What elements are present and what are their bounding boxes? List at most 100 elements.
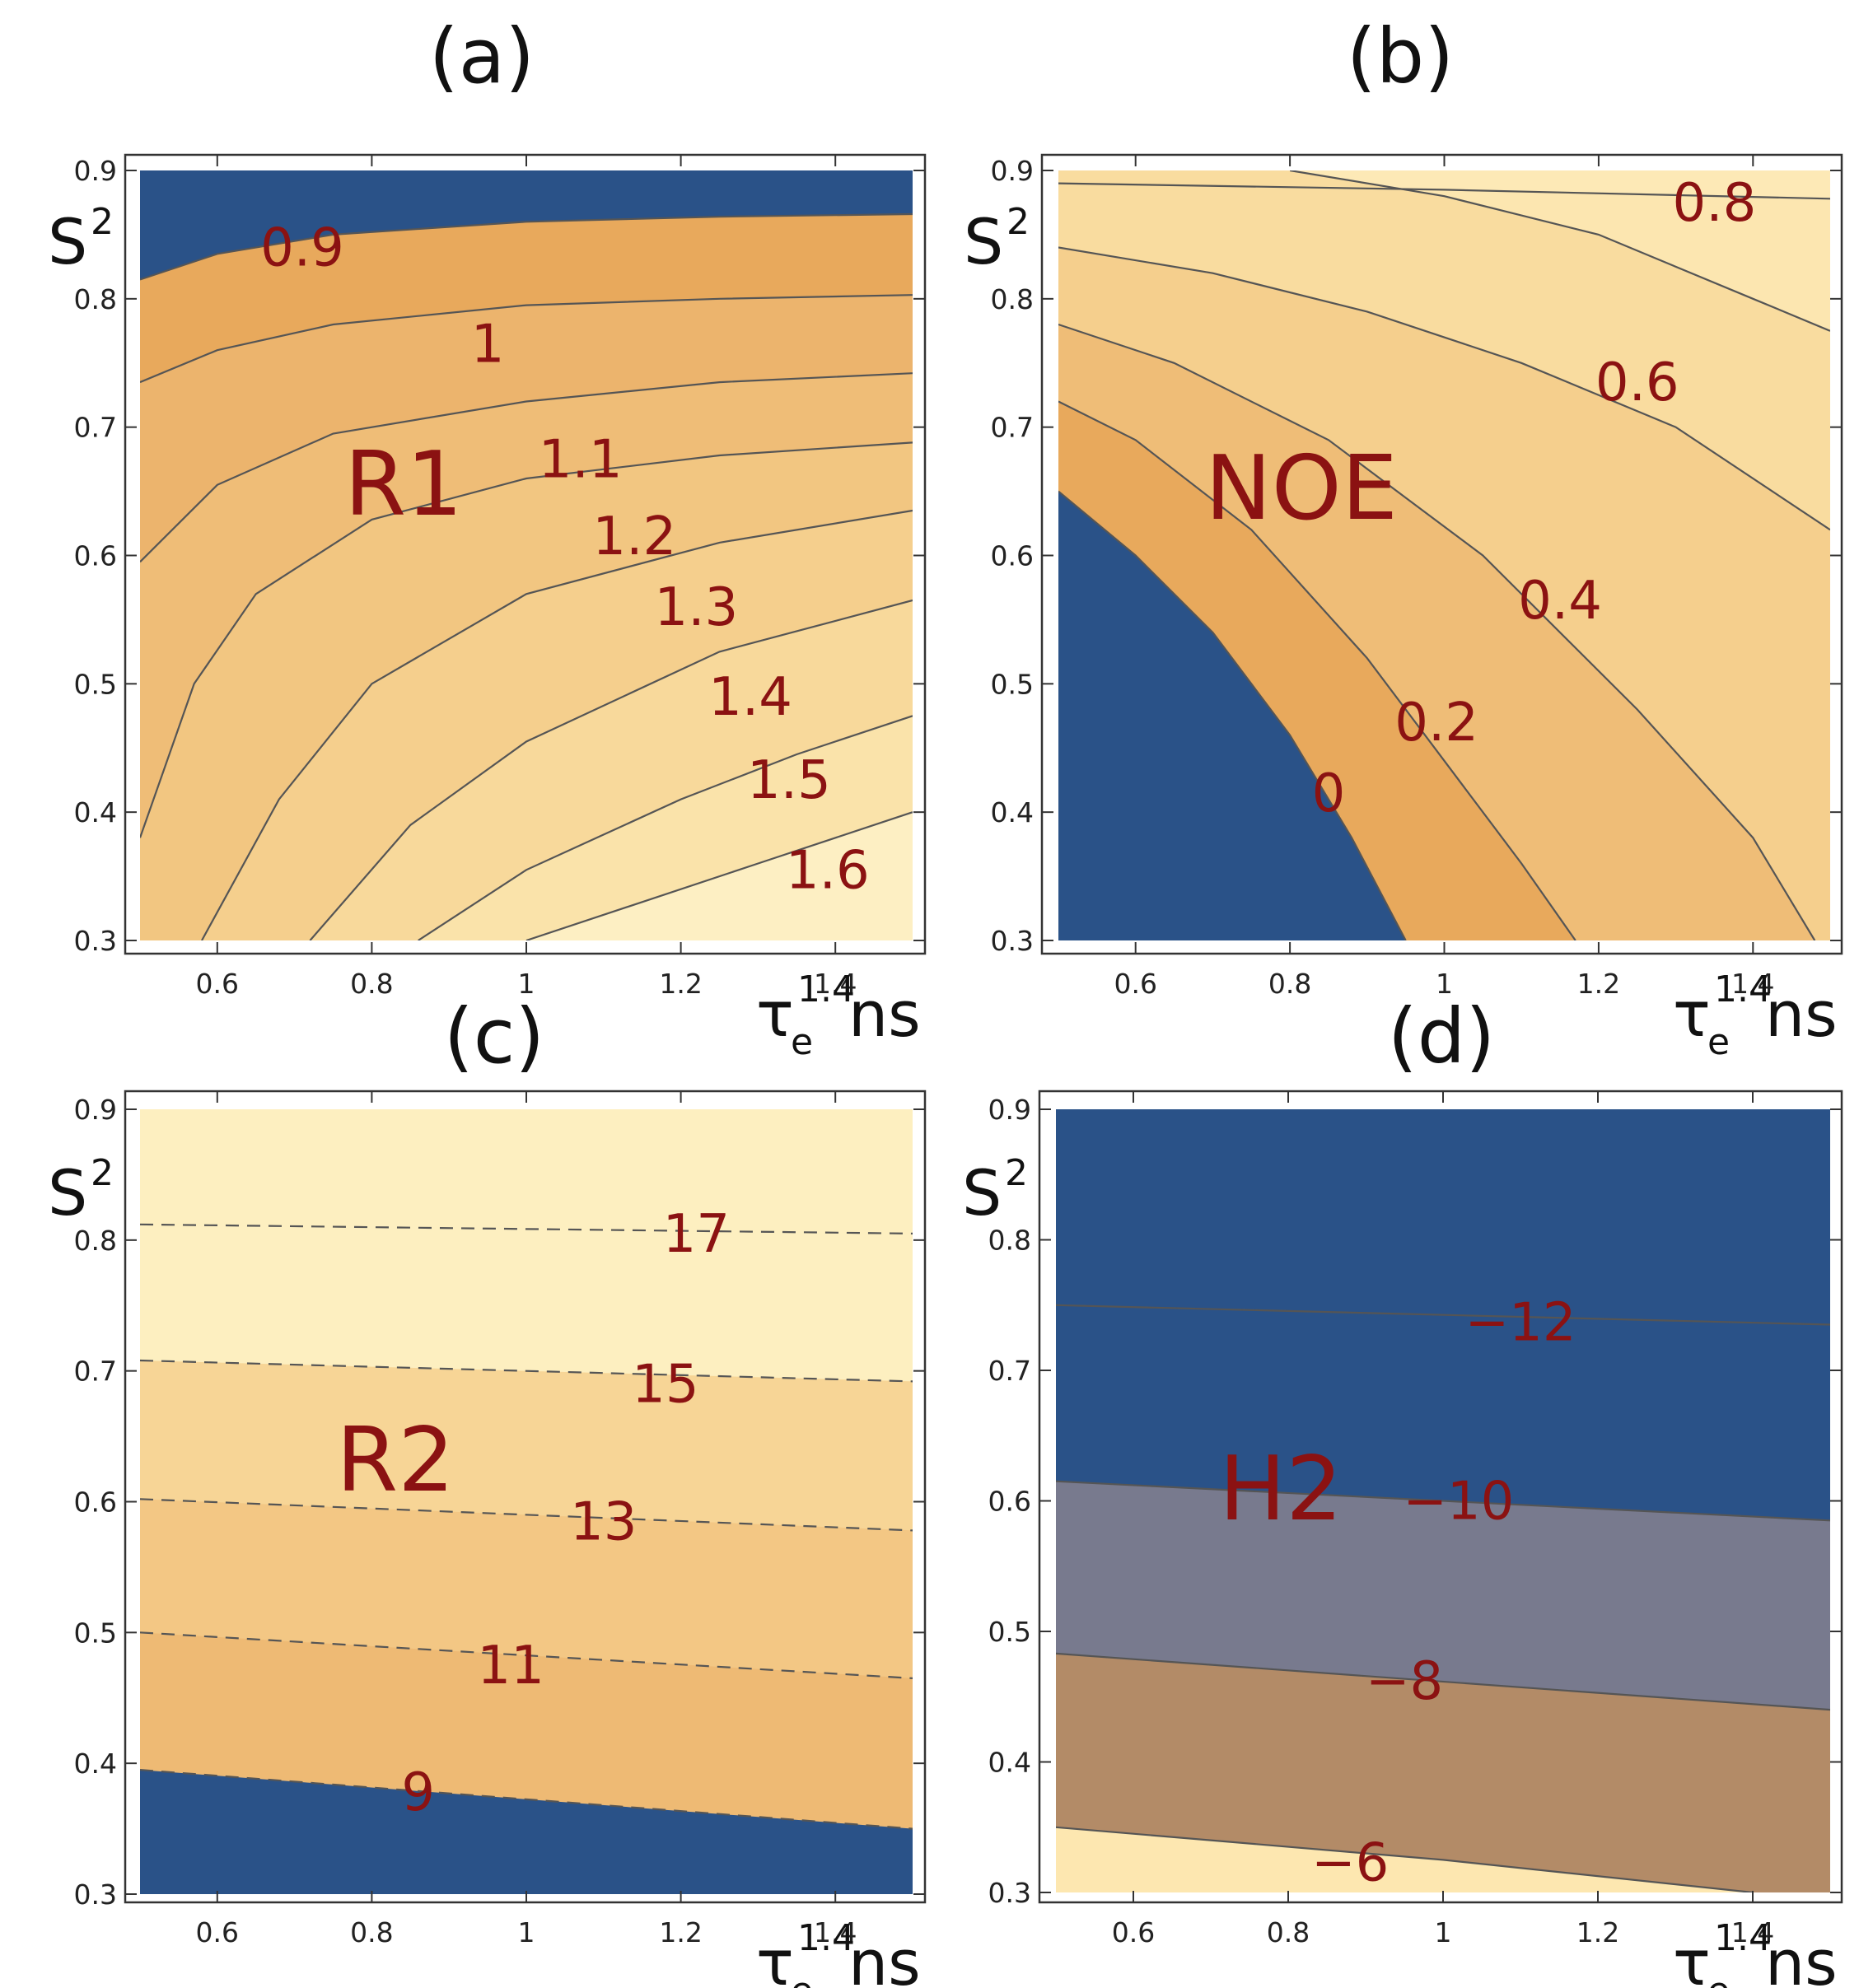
x-tick-label: 0.8 xyxy=(1267,1916,1310,1948)
x-axis-label-sub: e xyxy=(791,1021,813,1063)
panel-title: H2 xyxy=(1219,1438,1343,1541)
panel-letter: (a) xyxy=(429,12,535,100)
x-tick-label: 1.2 xyxy=(659,968,702,1000)
x-axis-label: τ xyxy=(1673,978,1711,1051)
contour-fills xyxy=(140,1109,913,1894)
x-tick-label: 0.8 xyxy=(350,968,393,1000)
contour-label: 1.5 xyxy=(747,750,831,811)
contour-line xyxy=(1056,1826,1754,1892)
contour-line xyxy=(1056,1304,1830,1326)
panel-title: R2 xyxy=(336,1409,455,1512)
contour-line xyxy=(418,715,913,940)
y-tick-label: 0.5 xyxy=(74,1617,117,1649)
contour-label: 9 xyxy=(401,1762,435,1823)
plot-frame xyxy=(1038,1090,1843,1904)
y-tick-label: 0.5 xyxy=(74,668,117,700)
x-tick-label: 1.2 xyxy=(1577,968,1620,1000)
contour-label: 15 xyxy=(632,1355,698,1416)
contour-lines xyxy=(1056,1304,1830,1892)
y-tick-label: 0.7 xyxy=(988,1355,1031,1387)
x-tick-label: 1.4 xyxy=(1731,1916,1774,1948)
x-tick-label: 1 xyxy=(1436,968,1453,1000)
y-tick-label: 0.8 xyxy=(74,283,117,315)
y-tick-label: 0.8 xyxy=(991,283,1034,315)
y-axis-label: S xyxy=(964,205,1003,278)
y-axis-label: S xyxy=(48,205,87,278)
y-tick-label: 0.6 xyxy=(988,1486,1031,1518)
contour-line xyxy=(140,294,913,384)
panel-d: 0.3 0.4 0.5 0.6 0.7 0.8 0.9 0.6 0.8 1 1.2 1.4 −6 −8 −1… xyxy=(962,992,1843,1988)
x-axis-unit: ns xyxy=(848,1926,921,1988)
x-axis-label-sub: e xyxy=(1707,1970,1730,1988)
contour-line xyxy=(140,212,913,281)
contour-label: 0.9 xyxy=(260,218,344,279)
contour-label: −10 xyxy=(1403,1472,1514,1533)
y-axis-label-sup: 2 xyxy=(1007,201,1030,243)
y-tick-label: 0.9 xyxy=(74,155,117,187)
contour-line xyxy=(140,441,913,838)
panel-a: 0.3 0.4 0.5 0.6 0.7 0.8 0.9 0.6 0.8 1 1.2 1.4 0.9 1 1.… xyxy=(48,12,927,1063)
y-tick-label: 0.4 xyxy=(74,796,117,828)
contour-label: −6 xyxy=(1311,1833,1389,1894)
y-tick-label: 0.5 xyxy=(991,668,1034,700)
x-tick-label: 1.4 xyxy=(1731,968,1774,1000)
y-axis-label-sup: 2 xyxy=(91,1152,114,1194)
x-axis-unit: ns xyxy=(1765,1926,1838,1988)
x-axis-label-sup: 1.4 xyxy=(1714,968,1772,1010)
contour-line xyxy=(1056,1480,1830,1522)
contour-label: 13 xyxy=(570,1491,637,1552)
y-tick-label: 0.3 xyxy=(991,925,1034,957)
contour-line xyxy=(140,372,913,563)
y-tick-label: 0.9 xyxy=(988,1094,1031,1126)
contour-line xyxy=(1058,182,1830,200)
panel-c: 0.3 0.4 0.5 0.6 0.7 0.8 0.9 0.6 0.8 1 1.2 1.4 9 11 13 1… xyxy=(48,992,927,1988)
panel-title: NOE xyxy=(1205,437,1398,540)
contour-lines xyxy=(1058,170,1830,940)
contour-line xyxy=(140,1498,913,1532)
y-tick-label: 0.4 xyxy=(991,796,1034,828)
x-axis-label-sup: 1.4 xyxy=(1714,1917,1772,1959)
y-tick-label: 0.3 xyxy=(74,925,117,957)
y-tick-label: 0.6 xyxy=(991,540,1034,572)
y-axis-label: S xyxy=(48,1156,87,1230)
contour-lines xyxy=(140,212,913,940)
x-tick-label: 1 xyxy=(518,1916,535,1948)
contour-lines xyxy=(140,1223,913,1830)
panel-letter: (d) xyxy=(1388,992,1495,1080)
x-tick-label: 0.6 xyxy=(1112,1916,1155,1948)
y-tick-label: 0.7 xyxy=(74,412,117,444)
x-axis-label-sup: 1.4 xyxy=(797,968,855,1010)
y-axis-label-sup: 2 xyxy=(1005,1152,1028,1194)
contour-label: −12 xyxy=(1464,1292,1576,1353)
contour-label: 0.8 xyxy=(1673,173,1757,234)
x-tick-label: 1.2 xyxy=(1576,1916,1619,1948)
y-tick-label: 0.7 xyxy=(74,1356,117,1388)
contour-line xyxy=(1058,490,1407,940)
x-tick-label: 0.8 xyxy=(350,1916,393,1948)
x-axis-label-sub: e xyxy=(1707,1021,1730,1063)
contour-label: 1.1 xyxy=(539,430,623,491)
x-tick-label: 1 xyxy=(1435,1916,1452,1948)
x-axis-unit: ns xyxy=(1765,978,1838,1051)
x-tick-label: 0.6 xyxy=(1114,968,1156,1000)
contour-label: 0.2 xyxy=(1394,693,1478,754)
contour-line xyxy=(525,811,913,940)
x-axis-label: τ xyxy=(756,978,794,1051)
x-tick-label: 0.6 xyxy=(196,1916,239,1948)
y-tick-label: 0.3 xyxy=(988,1877,1031,1909)
contour-region xyxy=(1058,491,1406,940)
y-axis-label: S xyxy=(962,1156,1002,1230)
x-axis-label: τ xyxy=(1673,1926,1711,1988)
contour-line xyxy=(1058,246,1830,531)
contour-line xyxy=(140,1769,913,1830)
panel-letter: (b) xyxy=(1347,12,1454,100)
x-tick-label: 1.2 xyxy=(659,1916,702,1948)
x-tick-label: 1.4 xyxy=(814,1916,857,1948)
panel-title: R1 xyxy=(344,433,463,536)
contour-line xyxy=(1058,400,1576,940)
contour-label: 0 xyxy=(1312,763,1346,824)
contour-line xyxy=(1056,1652,1830,1711)
contour-region xyxy=(140,1770,913,1894)
plot-frame xyxy=(124,1090,927,1904)
